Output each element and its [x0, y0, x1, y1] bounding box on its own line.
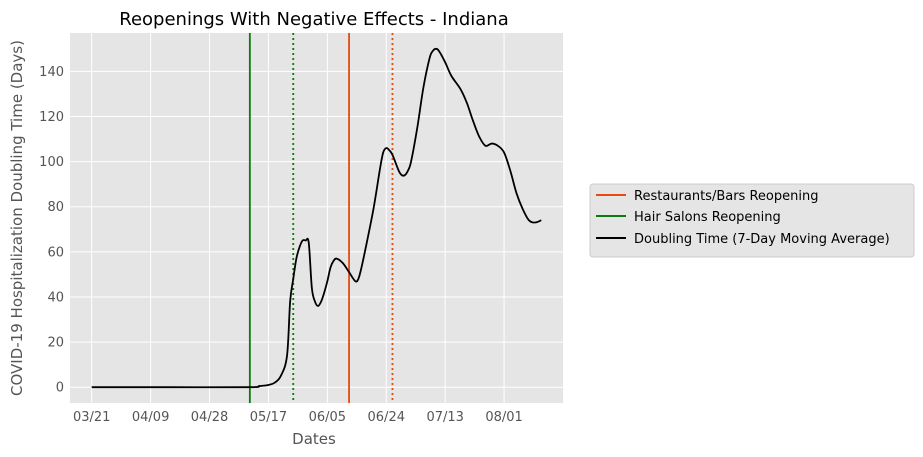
- y-tick-label: 140: [39, 65, 64, 80]
- y-tick-label: 0: [56, 381, 64, 396]
- x-tick-label: 05/17: [250, 410, 287, 425]
- y-tick-label: 20: [47, 336, 64, 351]
- x-tick-label: 06/05: [309, 410, 346, 425]
- x-tick-label: 08/01: [485, 410, 522, 425]
- chart-title: Reopenings With Negative Effects - India…: [119, 9, 508, 30]
- x-tick-label: 04/28: [191, 410, 228, 425]
- legend-label-restaurants: Restaurants/Bars Reopening: [634, 189, 818, 204]
- legend-box: [589, 183, 915, 258]
- x-tick-label: 03/21: [73, 410, 110, 425]
- series-layer: [91, 47, 542, 389]
- y-axis-label: COVID-19 Hospitalization Doubling Time (…: [8, 40, 26, 396]
- y-tick-label: 80: [47, 200, 64, 215]
- y-tick-labels: 0 20 40 60 80 100 120 140: [39, 65, 64, 396]
- legend: Restaurants/Bars Reopening Hair Salons R…: [589, 183, 915, 258]
- series-line-doubling-time: [91, 47, 542, 389]
- legend-label-doubling-time: Doubling Time (7-Day Moving Average): [634, 232, 890, 247]
- x-axis-label: Dates: [292, 430, 336, 448]
- x-tick-label: 04/09: [132, 410, 169, 425]
- y-tick-label: 100: [39, 155, 64, 170]
- y-tick-label: 60: [47, 245, 64, 260]
- x-tick-labels: 03/21 04/09 04/28 05/17 06/05 06/24 07/13 08/01: [73, 410, 523, 425]
- legend-label-hair-salons: Hair Salons Reopening: [634, 210, 781, 225]
- x-tick-label: 07/13: [426, 410, 463, 425]
- grid-lines: [70, 33, 563, 403]
- y-tick-label: 120: [39, 110, 64, 125]
- reopening-lines: [248, 33, 394, 403]
- y-tick-label: 40: [47, 290, 64, 305]
- plot-area: [70, 33, 563, 403]
- x-tick-label: 06/24: [368, 410, 405, 425]
